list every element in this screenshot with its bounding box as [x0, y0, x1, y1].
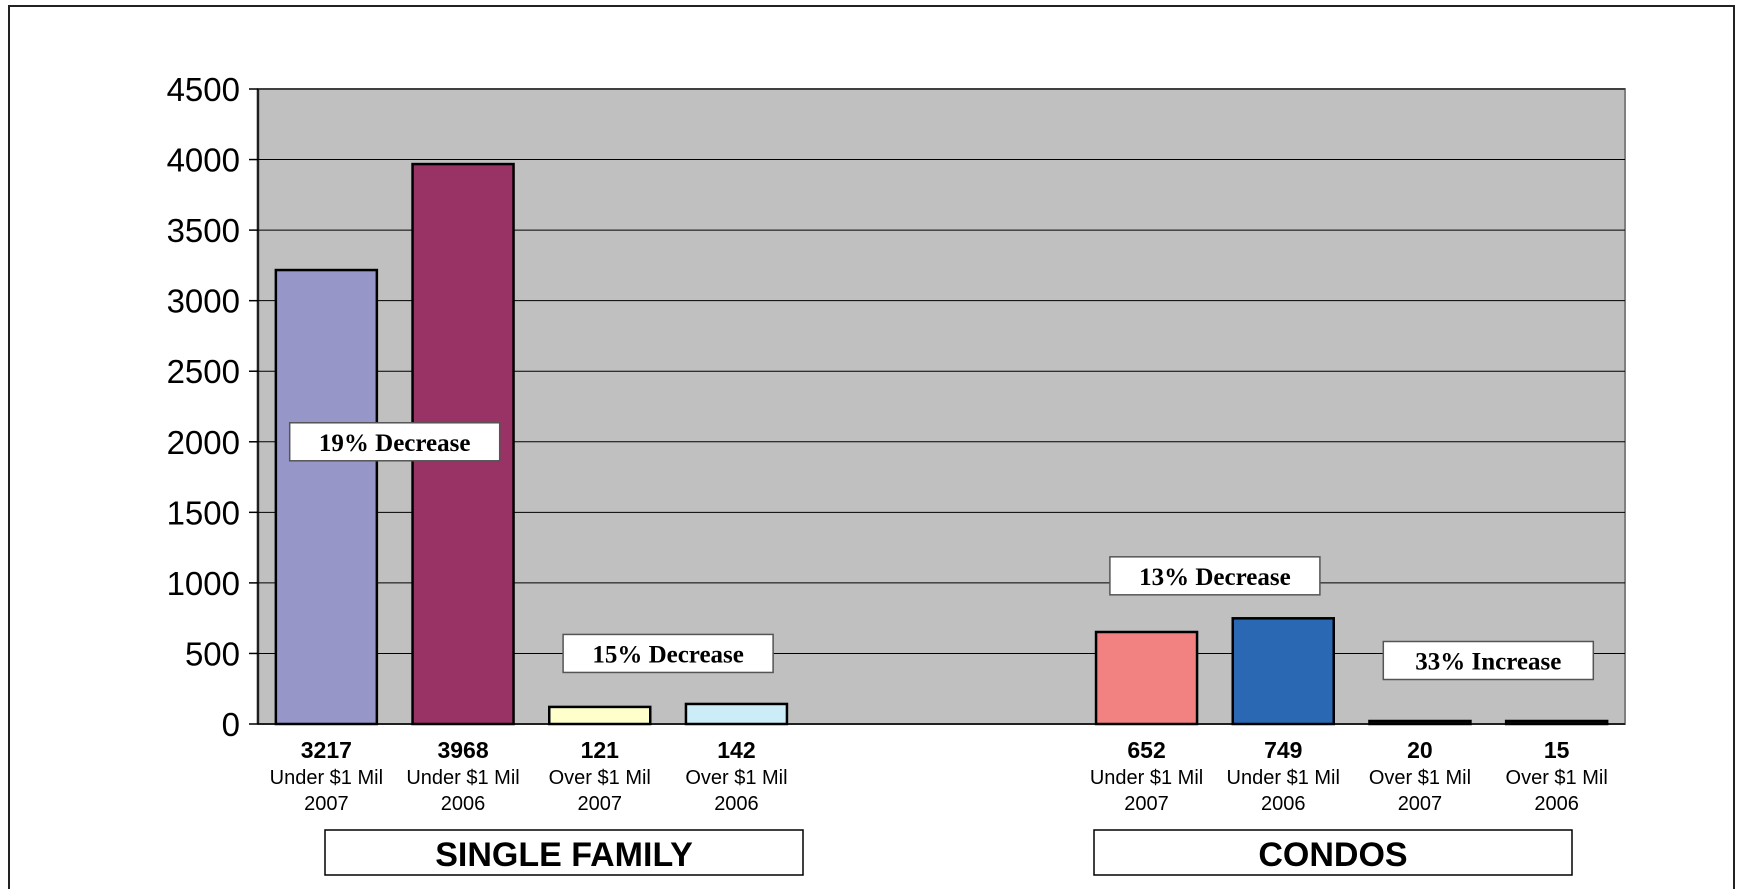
bar-value-label: 20 — [1407, 737, 1433, 763]
annotation-box — [562, 633, 774, 674]
bar-year-label: 2007 — [1124, 793, 1169, 815]
bar-value-label: 142 — [717, 737, 755, 763]
bar-year-label: 2007 — [304, 793, 349, 815]
group-label-box — [324, 829, 804, 876]
bar-value-label: 15 — [1544, 737, 1570, 763]
group-label-box — [1093, 829, 1573, 876]
annotation-label: 15% Decrease — [592, 641, 744, 668]
bar-year-label: 2006 — [1261, 793, 1306, 815]
y-tick-label: 2000 — [167, 424, 240, 461]
group-label: SINGLE FAMILY — [435, 836, 693, 874]
bar — [684, 702, 789, 726]
annotation-label: 19% Decrease — [319, 430, 471, 457]
bar-category-label: Under $1 Mil — [1090, 767, 1203, 789]
group-label: CONDOS — [1258, 836, 1407, 874]
y-tick-label: 2500 — [167, 353, 240, 390]
bar-category-label: Under $1 Mil — [406, 767, 519, 789]
y-tick-label: 3000 — [167, 283, 240, 320]
bar-category-label: Over $1 Mil — [1369, 767, 1471, 789]
annotation-box — [1109, 556, 1321, 596]
bar-value-label: 3217 — [301, 737, 352, 763]
bar-year-label: 2007 — [578, 793, 623, 815]
y-tick-label: 0 — [222, 706, 240, 743]
y-tick-label: 3500 — [167, 212, 240, 249]
bar-category-label: Under $1 Mil — [1227, 767, 1340, 789]
bar-year-label: 2006 — [441, 793, 486, 815]
y-tick-label: 1500 — [167, 494, 240, 531]
bar — [548, 705, 652, 726]
bar-category-label: Under $1 Mil — [270, 767, 383, 789]
annotation-box — [288, 422, 501, 462]
y-tick-label: 1000 — [167, 565, 240, 602]
bar — [1094, 630, 1199, 726]
annotation-label: 13% Decrease — [1139, 564, 1291, 591]
annotation-box — [1382, 640, 1595, 681]
y-tick-label: 4500 — [167, 71, 240, 108]
bar-category-label: Over $1 Mil — [549, 767, 651, 789]
y-tick-label: 500 — [185, 635, 240, 672]
bar-category-label: Over $1 Mil — [685, 767, 787, 789]
bar-value-label: 3968 — [437, 737, 488, 763]
bar — [1504, 719, 1609, 726]
bar-category-label: Over $1 Mil — [1506, 767, 1608, 789]
bar-value-label: 652 — [1127, 737, 1165, 763]
bar-year-label: 2006 — [714, 793, 759, 815]
annotation-label: 33% Increase — [1415, 649, 1561, 676]
bar — [1231, 617, 1335, 726]
bar-value-label: 121 — [581, 737, 620, 763]
bar — [1368, 719, 1472, 726]
bar-year-label: 2007 — [1398, 793, 1443, 815]
bar-value-label: 749 — [1264, 737, 1302, 763]
bar-year-label: 2006 — [1534, 793, 1579, 815]
bar — [274, 268, 379, 726]
y-tick-label: 4000 — [167, 142, 240, 179]
